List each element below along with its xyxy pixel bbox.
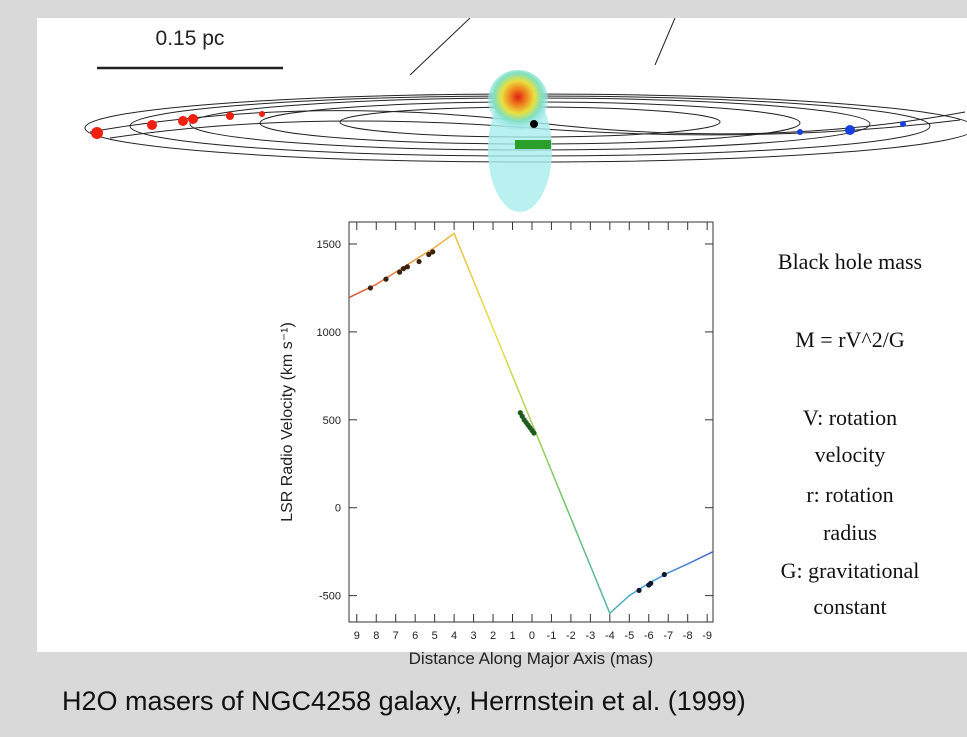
x-tick-label: 9 <box>354 630 360 642</box>
x-tick-label: -7 <box>663 630 673 642</box>
maser-point <box>397 269 403 275</box>
notes: Black hole mass M = rV^2/G V: rotation velo… <box>778 249 922 619</box>
maser-point <box>404 264 410 270</box>
x-tick-label: -3 <box>585 630 595 642</box>
x-tick-label: 7 <box>393 630 399 642</box>
x-tick-label: 0 <box>529 630 535 642</box>
y-tick-label: 1000 <box>317 327 341 339</box>
maser-point <box>430 249 436 255</box>
plot-frame <box>348 221 714 623</box>
maser-point <box>383 276 389 282</box>
x-tick-label: -6 <box>644 630 654 642</box>
maser-point <box>426 251 432 258</box>
x-tick-label: 4 <box>451 630 457 642</box>
maser-point <box>531 430 537 436</box>
x-tick-label: -1 <box>547 630 557 642</box>
note-line: r: rotation <box>806 482 893 507</box>
x-tick-label: 2 <box>490 630 496 642</box>
note-line: V: rotation <box>803 405 897 430</box>
x-tick-label: 1 <box>509 630 515 642</box>
blue-masers <box>797 121 906 135</box>
caption: H2O masers of NGC4258 galaxy, Herrnstein… <box>62 686 746 716</box>
x-tick-label: -9 <box>702 630 712 642</box>
black-hole <box>530 120 538 128</box>
plot: -500 0 500 1000 1500 9 8 7 6 5 4 3 2 1 0 -1 -2 -3 -4 -5 -6 -7… <box>279 221 714 668</box>
y-tick-label: 500 <box>323 415 341 427</box>
x-tick-label: 5 <box>432 630 438 642</box>
y-axis-label: LSR Radio Velocity (km s⁻¹) <box>279 322 296 522</box>
note-line: radius <box>823 520 877 545</box>
emission <box>488 70 548 130</box>
red-masers <box>91 111 265 139</box>
masers <box>515 140 551 149</box>
y-tick-label: 0 <box>335 503 341 515</box>
y-tick-label: 1500 <box>317 239 341 251</box>
disk-diagram <box>84 18 967 212</box>
line <box>654 18 676 66</box>
scale-label: 0.15 pc <box>156 27 225 50</box>
x-tick-label: 8 <box>373 630 379 642</box>
note-line: velocity <box>815 442 886 467</box>
x-tick-label: 3 <box>471 630 477 642</box>
x-axis-label: Distance Along Major Axis (mas) <box>409 649 654 668</box>
note-line: Black hole mass <box>778 249 922 274</box>
note-line: G: gravitational <box>781 558 920 583</box>
maser-point <box>636 587 642 593</box>
note-line: constant <box>813 594 886 619</box>
maser-point <box>661 571 667 578</box>
x-tick-label: -8 <box>683 630 693 642</box>
maser-point <box>367 285 374 291</box>
line <box>409 18 471 76</box>
x-tick-label: -2 <box>566 630 576 642</box>
maser-point <box>400 265 407 272</box>
x-tick-label: -4 <box>605 630 615 642</box>
x-tick-label: -5 <box>624 630 634 642</box>
maser-point <box>648 580 654 586</box>
y-tick-label: -500 <box>319 591 341 603</box>
curve <box>348 232 714 615</box>
x-tick-label: 6 <box>412 630 418 642</box>
maser-point <box>416 258 422 265</box>
note-line: M = rV^2/G <box>795 327 905 352</box>
